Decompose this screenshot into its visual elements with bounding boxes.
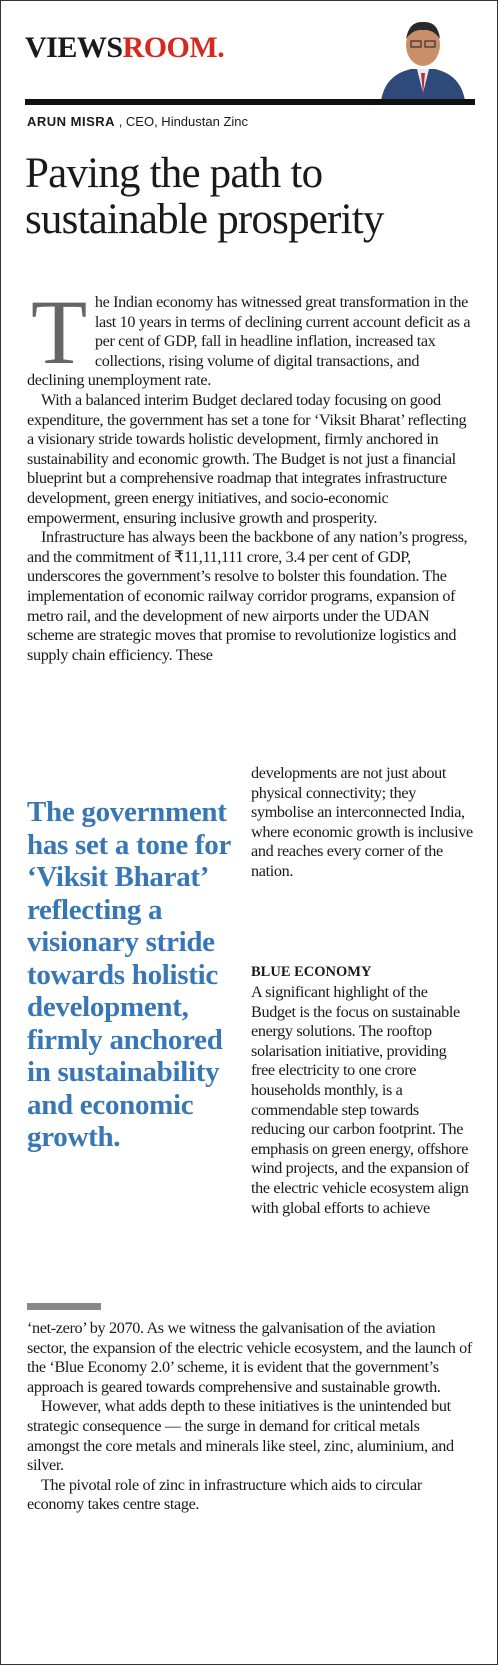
logo-views: VIEWS xyxy=(25,31,123,64)
column-right: developments are not just about physical… xyxy=(251,764,473,882)
author-photo xyxy=(373,13,473,101)
logo-room: ROOM. xyxy=(122,31,225,64)
byline: ARUN MISRA , CEO, Hindustan Zinc xyxy=(27,114,248,129)
section-heading: BLUE ECONOMY xyxy=(251,964,372,980)
logo: VIEWSROOM. xyxy=(25,31,225,65)
body-bottom: ‘net-zero’ by 2070. As we witness the ga… xyxy=(27,1319,473,1515)
paragraph: The pivotal role of zinc in infrastructu… xyxy=(27,1476,473,1515)
drop-cap: T xyxy=(31,281,87,383)
paragraph-text: A significant highlight of the Budget is… xyxy=(251,983,469,1217)
author-role: , CEO, Hindustan Zinc xyxy=(118,114,249,129)
author-name: ARUN MISRA xyxy=(27,114,116,129)
paragraph: With a balanced interim Budget declared … xyxy=(27,391,473,528)
paragraph-text: he Indian economy has witnessed great tr… xyxy=(27,293,471,390)
header-rule xyxy=(25,99,475,105)
headline: Paving the path to sustainable prosperit… xyxy=(25,150,384,243)
paragraph: ‘net-zero’ by 2070. As we witness the ga… xyxy=(27,1319,473,1397)
paragraph-text: developments are not just about physical… xyxy=(251,764,473,880)
paragraph-text: However, what adds depth to these initia… xyxy=(27,1397,454,1475)
paragraph-text: With a balanced interim Budget declared … xyxy=(27,390,467,527)
paragraph-text: The pivotal role of zinc in infrastructu… xyxy=(27,1475,422,1514)
paragraph-text: ‘net-zero’ by 2070. As we witness the ga… xyxy=(27,1319,472,1396)
paragraph: A significant highlight of the Budget is… xyxy=(251,983,473,1218)
pull-quote: The government has set a tone for ‘Viksi… xyxy=(27,796,231,1153)
pull-quote-bar xyxy=(27,1303,101,1310)
paragraph-text: Infrastructure has always been the backb… xyxy=(27,528,468,664)
paragraph: developments are not just about physical… xyxy=(251,764,473,882)
paragraph: However, what adds depth to these initia… xyxy=(27,1397,473,1475)
paragraph: Infrastructure has always been the backb… xyxy=(27,528,473,665)
column-right-after-heading: A significant highlight of the Budget is… xyxy=(251,983,473,1218)
